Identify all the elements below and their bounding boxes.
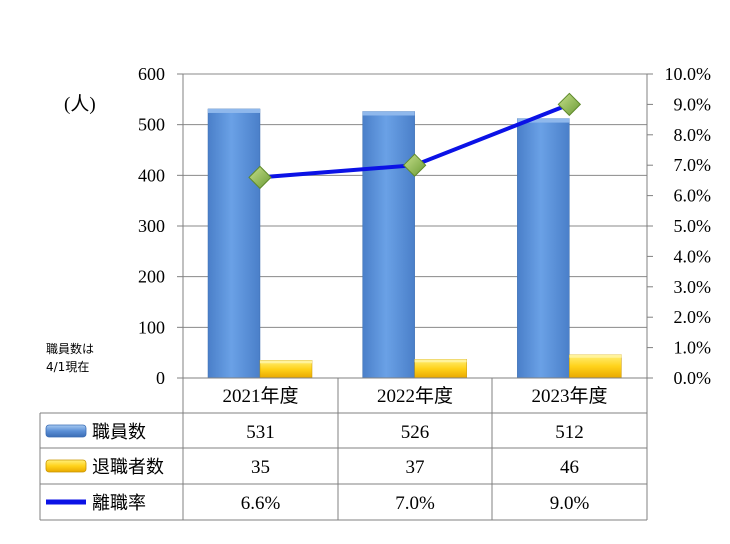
y2-tick-label: 7.0%	[674, 155, 712, 175]
bar-staff	[517, 118, 570, 379]
y-tick-label: 600	[138, 64, 165, 84]
bar-staff-top	[517, 118, 570, 123]
y-tick-label: 400	[138, 165, 165, 185]
y-tick-label: 500	[138, 115, 165, 135]
y-tick-label: 100	[138, 317, 165, 337]
legend-label: 退職者数	[92, 457, 164, 478]
bar-staff-top	[208, 108, 260, 113]
y2-tick-label: 10.0%	[665, 64, 712, 84]
table-cell-value: 526	[401, 422, 430, 443]
y2-tick-label: 8.0%	[674, 125, 712, 145]
line-point-marker	[557, 92, 582, 117]
y2-tick-label: 3.0%	[674, 277, 712, 297]
y2-tick-label: 4.0%	[674, 246, 712, 266]
y2-tick-label: 0.0%	[674, 368, 712, 388]
table-cell-value: 35	[251, 457, 270, 478]
y2-tick-label: 9.0%	[674, 94, 712, 114]
table-cell-value: 9.0%	[550, 493, 590, 514]
y-axis-unit-label: (人)	[64, 93, 96, 115]
bar-staff	[362, 111, 415, 379]
legend-key-staff	[45, 424, 87, 438]
x-category-label: 2022年度	[377, 385, 453, 407]
y2-tick-label: 5.0%	[674, 216, 712, 236]
table-cell-value: 6.6%	[241, 493, 281, 514]
y2-tick-label: 6.0%	[674, 186, 712, 206]
bar-retirees-top	[260, 360, 312, 364]
table-cell-value: 7.0%	[395, 493, 435, 514]
x-category-label: 2023年度	[531, 385, 607, 407]
line-point-marker	[402, 153, 427, 177]
legend-key-retirees	[45, 459, 87, 473]
bar-retirees-top	[569, 354, 622, 358]
table-cell-value: 512	[555, 422, 584, 443]
y-tick-label: 200	[138, 267, 165, 287]
x-category-label: 2021年度	[222, 385, 298, 407]
table-cell-value: 37	[406, 457, 425, 478]
bar-staff-top	[362, 111, 415, 116]
note-line-2: 4/1現在	[46, 360, 89, 374]
legend-label: 職員数	[92, 422, 146, 443]
bar-staff	[207, 108, 261, 379]
line-point-marker	[248, 165, 272, 190]
note-line-1: 職員数は	[46, 341, 94, 356]
bar-retirees	[569, 354, 622, 379]
table-cell-value: 46	[560, 457, 579, 478]
bar-retirees-top	[414, 359, 467, 363]
y-tick-label: 0	[156, 368, 165, 388]
y-tick-label: 300	[138, 216, 165, 236]
table-cell-value: 531	[246, 422, 275, 443]
y2-tick-label: 2.0%	[674, 307, 712, 327]
legend-label: 離職率	[92, 493, 146, 514]
y2-tick-label: 1.0%	[674, 338, 712, 358]
